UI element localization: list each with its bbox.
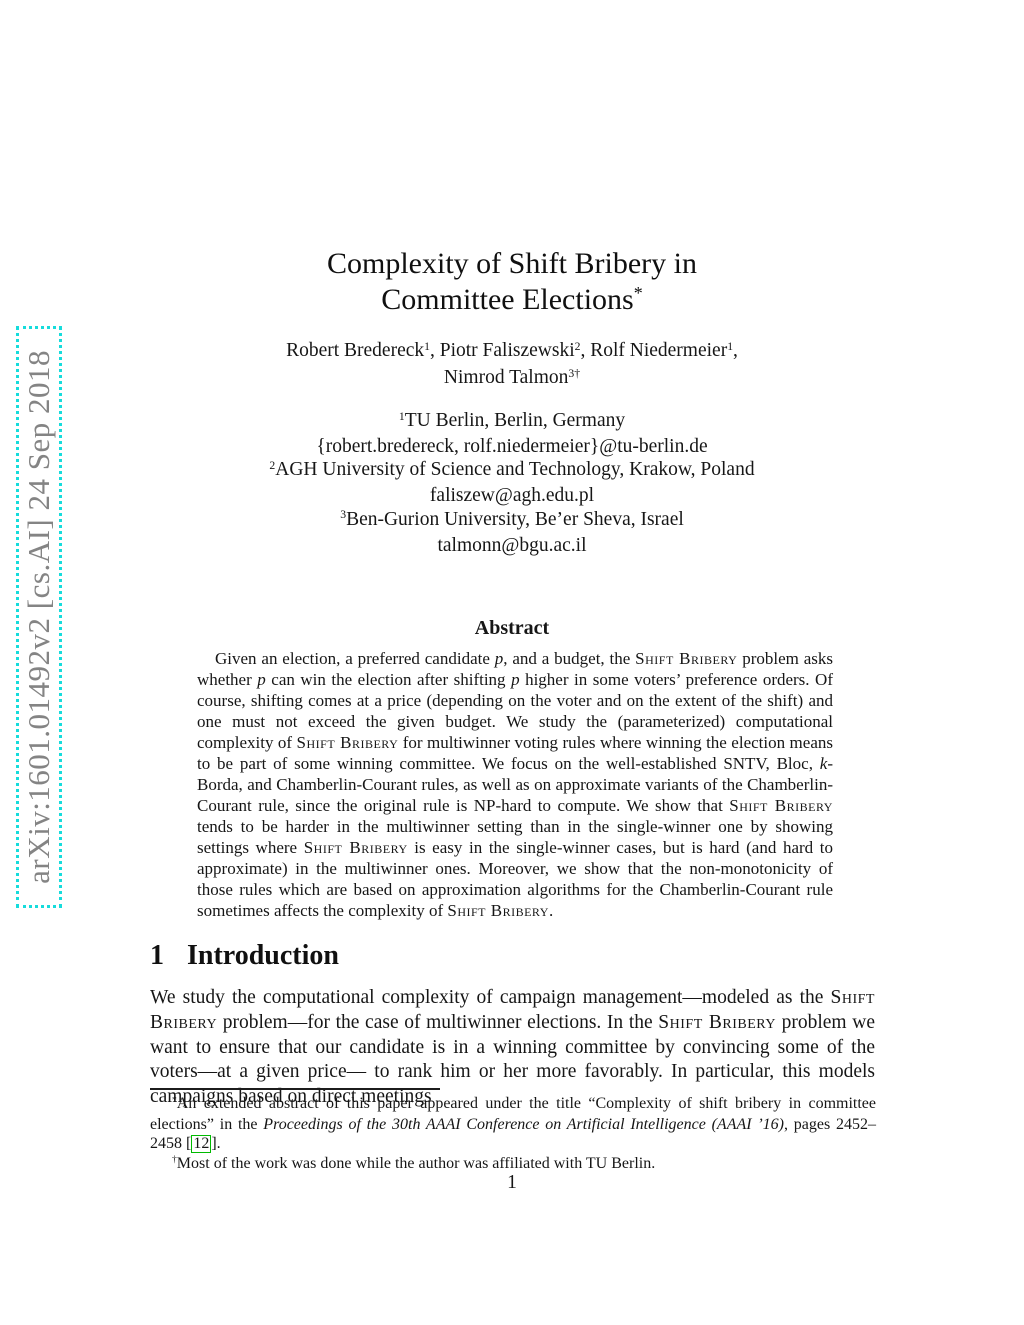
footnote-rule [150, 1088, 440, 1090]
introduction-paragraph: We study the computational complexity of… [150, 987, 875, 1108]
abstract-body: Given an election, a preferred candidate… [197, 649, 833, 920]
email-agh: faliszew@agh.edu.pl [429, 485, 595, 507]
abstract-heading: Abstract [474, 617, 550, 639]
author-list: Robert Bredereck1, Piotr Faliszewski2, R… [0, 338, 1024, 392]
author-line-1: Robert Bredereck1, Piotr Faliszewski2, R… [286, 339, 738, 361]
author-line-2: Nimrod Talmon3† [443, 366, 581, 388]
footnote-star: *An extended abstract of this paper appe… [150, 1094, 876, 1154]
affiliation-tu-berlin: 1TU Berlin, Berlin, Germany [398, 409, 626, 431]
section-number: 1 [150, 940, 164, 971]
email-ben-gurion: talmonn@bgu.ac.il [437, 534, 587, 556]
paper-title: Complexity of Shift Bribery in Committee… [0, 246, 1024, 321]
section-title: Introduction [187, 940, 339, 971]
page-number: 1 [507, 1172, 517, 1193]
paper-title-line1: Complexity of Shift Bribery in [327, 247, 697, 280]
affiliations: 1TU Berlin, Berlin, Germany {robert.bred… [0, 409, 1024, 557]
footnotes: *An extended abstract of this paper appe… [150, 1094, 876, 1175]
affiliation-ben-gurion: 3Ben-Gurion University, Be’er Sheva, Isr… [340, 508, 684, 530]
paper-title-line2: Committee Elections* [381, 283, 643, 316]
affiliation-agh: 2AGH University of Science and Technolog… [269, 458, 755, 481]
email-tu-berlin: {robert.bredereck, rolf.niedermeier}@tu-… [316, 435, 708, 457]
citation-link-12[interactable]: 12 [191, 1135, 212, 1154]
arxiv-watermark: arXiv:1601.01492v2 [cs.AI] 24 Sep 2018 [16, 326, 62, 908]
footnote-dagger: †Most of the work was done while the aut… [172, 1154, 656, 1172]
section-heading-introduction: 1 Introduction [150, 940, 339, 972]
